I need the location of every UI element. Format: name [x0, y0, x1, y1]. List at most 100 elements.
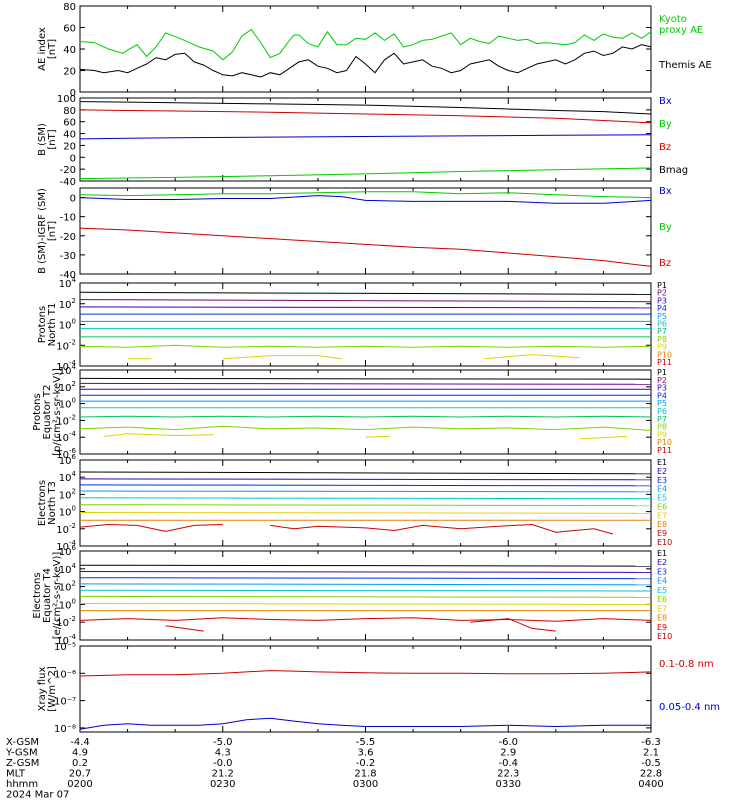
legend-entry: P7: [657, 415, 667, 424]
y-tick-label: 102: [59, 297, 76, 311]
series-bmag: [79, 101, 652, 115]
footer-value: 2.1: [643, 748, 659, 759]
series-p1: [79, 377, 652, 380]
series-0-1-0-8-nm: [79, 670, 652, 677]
y-tick-label: 0: [70, 194, 76, 205]
footer-value: 0330: [496, 779, 521, 790]
series-p7: [79, 415, 652, 418]
y-axis-label: Protons: [32, 393, 43, 430]
legend-entry: 0.05-0.4 nm: [659, 702, 720, 713]
y-tick-label: 60: [63, 24, 76, 35]
y-axis-label: B (SM): [37, 123, 48, 156]
legend-entry: Bz: [659, 142, 671, 153]
legend-entry: P4: [657, 304, 667, 313]
y-tick-label: 10⁻⁶: [54, 669, 76, 680]
y-axis-label: [e/(cm²-s-sr-keV)]: [52, 552, 63, 640]
legend-entry: P2: [657, 376, 667, 385]
y-tick-label: 10-4: [56, 430, 76, 444]
panel-pnorth: 10-4 10-2 100 102 104 Protons North T1 P1P2P3P4…: [37, 276, 672, 373]
y-tick-label: -30: [60, 251, 76, 262]
footer-value: 21.2: [212, 769, 234, 780]
footer-value: 0400: [638, 779, 663, 790]
y-tick-label: 102: [59, 580, 76, 594]
series-e4: [79, 583, 652, 586]
y-tick-label: 10⁻⁷: [54, 697, 76, 708]
series-e9: [79, 617, 652, 622]
panel-eeq: 10-4 10-2 100 102 104 106 Electrons Equator T4[…: [32, 544, 672, 647]
legend-entry: P10: [657, 438, 672, 447]
series-e9: [79, 523, 223, 532]
series-e2: [79, 478, 652, 481]
series-p9: [365, 435, 390, 438]
legend-entry: E4: [657, 577, 667, 586]
y-tick-label: 106: [59, 544, 77, 558]
y-tick-label: 100: [59, 505, 76, 519]
legend-entry: E5: [657, 586, 667, 595]
y-tick-label: 100: [59, 397, 76, 411]
legend-entry: proxy AE: [659, 25, 703, 36]
y-tick-label: 10-2: [56, 338, 76, 352]
panel-frame: [79, 550, 652, 641]
series-e4: [79, 490, 652, 493]
footer-label: hhmm: [6, 779, 38, 790]
y-axis-label: Xray flux: [37, 667, 48, 712]
legend-entry: P3: [657, 384, 667, 393]
footer-label: X-GSM: [6, 737, 39, 748]
footer-value: 22.8: [640, 769, 662, 780]
legend-entry: P3: [657, 296, 667, 305]
legend-entry: E8: [657, 520, 667, 529]
legend-entry: Bx: [659, 96, 672, 107]
footer-label: Y-GSM: [5, 748, 38, 759]
legend-entry: P2: [657, 289, 667, 298]
y-tick-label: -40: [60, 270, 76, 281]
series-p9: [484, 354, 580, 360]
legend-entry: Bx: [659, 186, 672, 197]
legend-entry: E7: [657, 604, 667, 613]
legend-entry: P9: [657, 343, 667, 352]
legend-entry: P4: [657, 391, 667, 400]
series-e9: [470, 618, 556, 632]
footer-date: 2024 Mar 07: [6, 790, 69, 800]
y-tick-label: -40: [60, 177, 76, 188]
footer-label: Z-GSM: [6, 758, 39, 769]
series-themis-ae: [79, 44, 652, 78]
footer-value: -5.0: [213, 737, 233, 748]
series-e1: [79, 471, 652, 475]
y-axis-label: North T1: [47, 303, 58, 347]
series-p8: [79, 344, 652, 348]
legend-entry: P11: [657, 358, 672, 367]
footer-value: -0.2: [356, 758, 376, 769]
legend-entry: E3: [657, 567, 667, 576]
footer-value: 0230: [210, 779, 235, 790]
footer-value: -6.3: [641, 737, 661, 748]
series-0-05-0-4-nm: [79, 717, 651, 730]
legend-entry: E10: [657, 632, 672, 641]
y-tick-label: 20: [63, 141, 76, 152]
series-e5: [79, 589, 652, 592]
y-axis-label: B (SM)-IGRF (SM): [37, 188, 48, 274]
series-p3: [79, 306, 652, 309]
y-tick-label: 104: [59, 562, 77, 576]
series-e9: [270, 523, 614, 535]
series-p1: [79, 291, 652, 295]
y-axis-label: North T3: [47, 481, 58, 525]
legend-entry: P10: [657, 350, 672, 359]
y-axis-label: [W/m^2]: [47, 666, 58, 712]
footer-value: 4.3: [215, 748, 231, 759]
series-p9: [579, 435, 628, 440]
legend-entry: E3: [657, 476, 667, 485]
panel-frame: [79, 645, 652, 733]
legend-entry: E9: [657, 529, 667, 538]
legend-entry: E8: [657, 614, 667, 623]
legend-entry: By: [659, 222, 672, 233]
series-p8: [79, 425, 652, 431]
y-axis-label: [nT]: [47, 129, 58, 149]
footer-value: 0300: [353, 779, 378, 790]
series-bx: [79, 134, 652, 140]
y-tick-label: 10-4: [56, 539, 76, 553]
panel-frame: [79, 282, 652, 367]
panel-bigrf: -40 -30 -20 -10 0 B (SM)-IGRF (SM) [nT] Bx By Bz: [37, 186, 672, 281]
y-tick-label: 100: [59, 597, 76, 611]
